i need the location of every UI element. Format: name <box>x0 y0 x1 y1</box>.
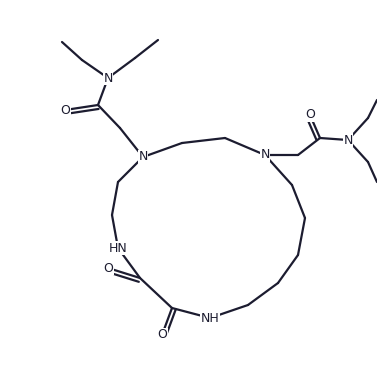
Text: O: O <box>305 109 315 121</box>
Text: N: N <box>260 149 270 161</box>
Text: O: O <box>60 103 70 116</box>
Text: N: N <box>343 134 353 146</box>
Text: O: O <box>157 328 167 342</box>
Text: NH: NH <box>201 312 219 324</box>
Text: N: N <box>103 72 113 84</box>
Text: N: N <box>138 150 148 164</box>
Text: O: O <box>103 262 113 275</box>
Text: HN: HN <box>109 241 127 254</box>
